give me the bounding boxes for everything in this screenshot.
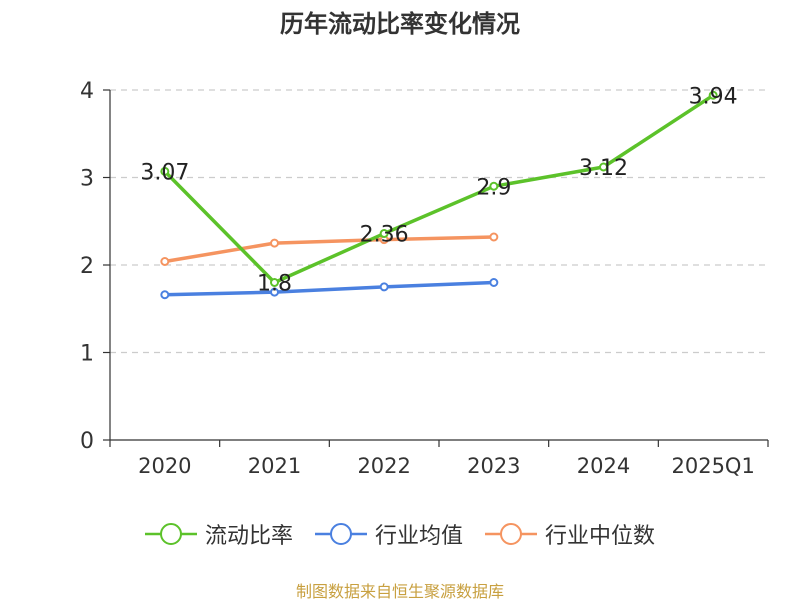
- x-tick-label-5: 2025Q1: [671, 454, 754, 478]
- point-s1-2: [379, 282, 389, 292]
- legend-label-industry-median: 行业中位数: [545, 524, 656, 549]
- y-tick-label-0: 0: [80, 429, 94, 454]
- point-s1-3: [489, 278, 499, 287]
- x-tick-label-3: 2023: [467, 454, 520, 478]
- y-tick-label-1: 1: [80, 342, 94, 367]
- legend-marker-industry-mean: [314, 523, 367, 545]
- x-tick-label-4: 2024: [577, 454, 630, 478]
- legend: 流动比率 行业均值 行业中位数: [0, 518, 800, 550]
- point-s1-0: [160, 290, 170, 300]
- point-s0-2: [379, 229, 389, 238]
- series-line-0: [163, 93, 715, 285]
- data-label-s0-0: 3.07: [140, 160, 189, 185]
- legend-label-current-ratio: 流动比率: [204, 524, 293, 549]
- y-tick-label-3: 3: [80, 167, 94, 192]
- y-tick-label-4: 4: [80, 79, 94, 104]
- point-s0-4: [599, 162, 608, 172]
- point-s0-5: [708, 90, 718, 100]
- legend-marker-industry-median: [485, 523, 537, 545]
- data-label-s0-2: 2.36: [360, 223, 409, 248]
- source-footer: 制图数据来自恒生聚源数据库: [295, 582, 504, 601]
- legend-item-current-ratio[interactable]: 流动比率: [144, 518, 293, 550]
- point-s0-3: [489, 181, 499, 191]
- point-s1-1: [270, 287, 279, 297]
- series-line-1: [164, 280, 494, 297]
- point-s0-0: [160, 166, 170, 176]
- data-label-s0-1: 1.8: [257, 272, 292, 297]
- point-s2-0: [160, 257, 170, 266]
- legend-label-industry-mean: 行业均值: [374, 524, 463, 549]
- legend-marker-current-ratio: [144, 523, 197, 545]
- data-label-s0-5: 3.94: [689, 84, 738, 109]
- y-tick-label-2: 2: [80, 254, 94, 279]
- data-label-s0-4: 3.12: [579, 156, 628, 181]
- data-label-s0-3: 2.9: [476, 175, 511, 200]
- legend-item-industry-median[interactable]: 行业中位数: [485, 518, 655, 550]
- series-line-2: [164, 235, 494, 264]
- chart-title: 历年流动比率变化情况: [280, 10, 520, 38]
- point-s0-1: [270, 278, 279, 287]
- legend-item-industry-mean[interactable]: 行业均值: [314, 518, 463, 550]
- point-s2-1: [270, 238, 279, 248]
- x-tick-label-2: 2022: [357, 454, 410, 478]
- point-s2-3: [489, 232, 499, 242]
- x-tick-label-1: 2021: [248, 454, 301, 478]
- x-tick-label-0: 2020: [138, 454, 191, 478]
